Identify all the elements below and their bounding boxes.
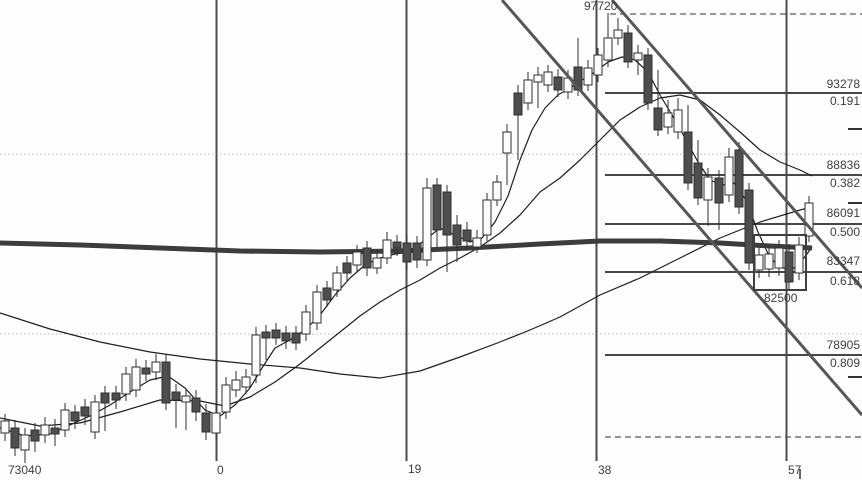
x-axis-label-57: 57 bbox=[788, 463, 802, 477]
box-price-label-82500: 82500 bbox=[764, 291, 798, 305]
fib-price-label-93278: 93278 bbox=[826, 77, 860, 91]
right-edge-ticks bbox=[848, 128, 862, 378]
fib-ratio-label-0191: 0.191 bbox=[829, 94, 860, 108]
fib-price-label-86091: 86091 bbox=[826, 206, 860, 220]
trendline-channel-upper[interactable] bbox=[500, 0, 862, 416]
dashed-level-lines bbox=[605, 13, 862, 438]
swing-high-price-label: 97720 bbox=[584, 0, 618, 13]
candles bbox=[0, 13, 814, 463]
fib-ratio-label-0500: 0.500 bbox=[829, 225, 860, 239]
trendline-channel-lower[interactable] bbox=[610, 0, 862, 289]
grid-vertical-lines bbox=[215, 0, 788, 461]
fib-price-label-78905: 78905 bbox=[826, 338, 860, 352]
ma-medium bbox=[0, 94, 813, 427]
x-axis-label-38: 38 bbox=[598, 463, 612, 477]
fib-ratio-label-0809: 0.809 bbox=[829, 356, 860, 370]
fib-price-label-83347: 83347 bbox=[826, 254, 860, 268]
x-axis-label-19: 19 bbox=[408, 462, 422, 476]
fib-level-lines bbox=[605, 92, 862, 356]
x-axis-label-0: 0 bbox=[217, 463, 224, 477]
fib-price-label-88836: 88836 bbox=[826, 158, 860, 172]
ma-thick bbox=[0, 238, 813, 255]
x-axis-label-73040: 73040 bbox=[8, 463, 42, 477]
ma-fast bbox=[0, 56, 813, 437]
consolidation-box[interactable] bbox=[753, 234, 807, 291]
fib-ratio-label-0382: 0.382 bbox=[829, 176, 860, 190]
fib-ratio-label-0618: 0.618 bbox=[829, 274, 860, 288]
